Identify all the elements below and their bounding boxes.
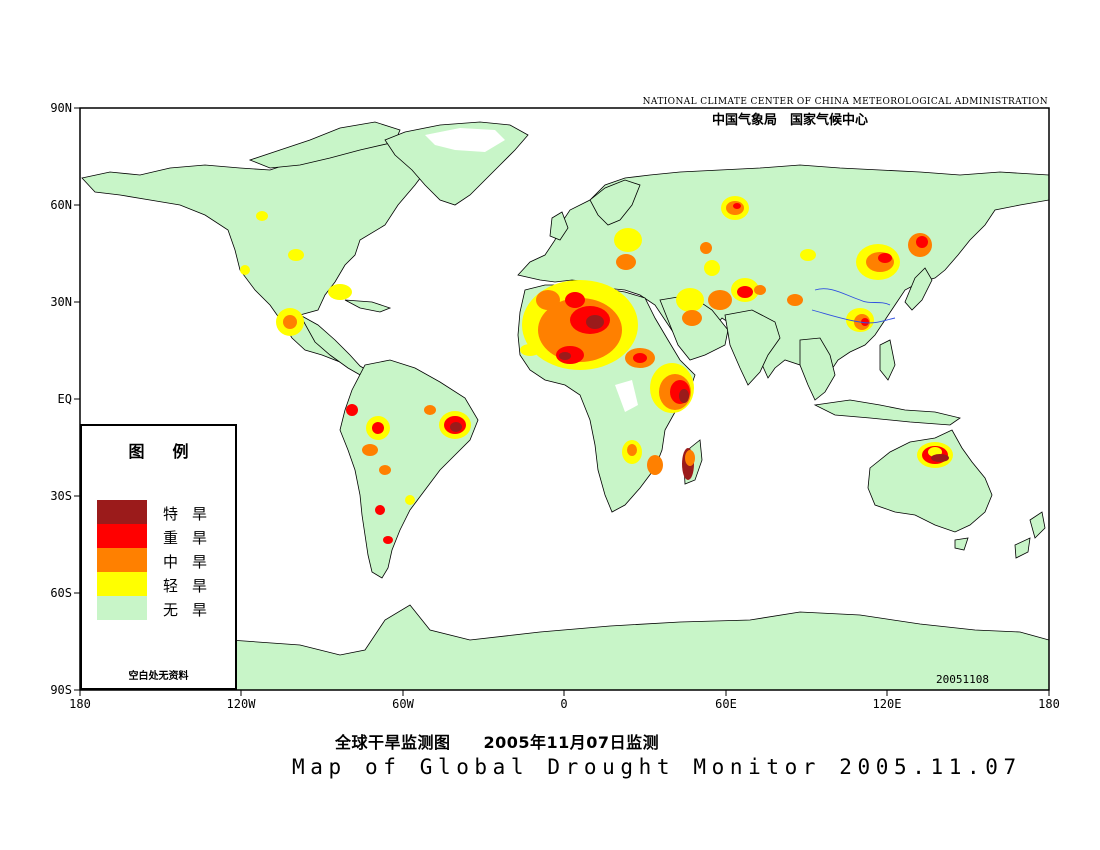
legend-swatch — [97, 548, 147, 572]
legend: 图例 特旱 重旱 中旱 轻旱 无旱 空白处无资料 — [80, 424, 237, 690]
agency-chinese: 中国气象局 国家气候中心 — [711, 113, 868, 128]
legend-item-extreme: 特旱 — [97, 500, 227, 524]
indonesia — [813, 399, 961, 426]
legend-item-mild: 轻旱 — [97, 572, 227, 596]
legend-no-data-note: 空白处无资料 — [128, 671, 189, 682]
lon-label-180e: 180 — [1038, 697, 1060, 711]
lat-label-30n: 30N — [50, 295, 72, 309]
legend-label: 无旱 — [163, 601, 222, 619]
title-chinese: 全球干旱监测图 2005年11月07日监测 — [335, 733, 660, 752]
tasmania — [954, 537, 969, 551]
china-rivers — [811, 288, 896, 324]
antarctica — [80, 604, 1049, 690]
legend-swatch — [97, 596, 147, 620]
lon-label-180w: 180 — [69, 697, 91, 711]
legend-label: 轻旱 — [163, 577, 222, 595]
lat-label-30s: 30S — [50, 489, 72, 503]
agency-english: NATIONAL CLIMATE CENTER OF CHINA METEORO… — [642, 97, 1048, 107]
lat-label-60s: 60S — [50, 586, 72, 600]
legend-swatch — [97, 524, 147, 548]
greenland-no-data — [425, 128, 505, 152]
lat-label-90s: 90S — [50, 683, 72, 697]
lat-label-90n: 90N — [50, 101, 72, 115]
title-english: Map of Global Drought Monitor 2005.11.07 — [292, 755, 1022, 779]
legend-swatch — [97, 572, 147, 596]
legend-label: 中旱 — [163, 553, 222, 571]
legend-item-severe: 重旱 — [97, 524, 227, 548]
japan — [904, 267, 933, 311]
legend-item-moderate: 中旱 — [97, 548, 227, 572]
scandinavia — [589, 179, 641, 226]
lon-label-60e: 60E — [715, 697, 737, 711]
australia — [867, 429, 993, 533]
caribbean — [344, 299, 392, 313]
british-isles — [549, 211, 569, 241]
lon-label-60w: 60W — [392, 697, 414, 711]
south-america — [339, 359, 479, 579]
date-code: 20051108 — [936, 673, 989, 686]
legend-swatch — [97, 500, 147, 524]
lon-label-0: 0 — [560, 697, 568, 711]
axis-ticks — [74, 107, 1050, 696]
new-zealand — [1014, 511, 1046, 559]
legend-item-none: 无旱 — [97, 596, 227, 620]
legend-title: 图例 — [128, 442, 217, 461]
sahara-no-data — [615, 380, 638, 412]
india — [724, 309, 781, 386]
southeast-asia — [799, 337, 836, 401]
lon-label-120w: 120W — [226, 697, 256, 711]
legend-label: 重旱 — [163, 529, 222, 547]
lat-label-60n: 60N — [50, 198, 72, 212]
philippines — [879, 339, 896, 381]
lat-label-eq: EQ — [57, 392, 72, 406]
lon-label-120e: 120E — [872, 697, 902, 711]
drought-overlay — [240, 196, 953, 544]
legend-label: 特旱 — [163, 505, 222, 523]
